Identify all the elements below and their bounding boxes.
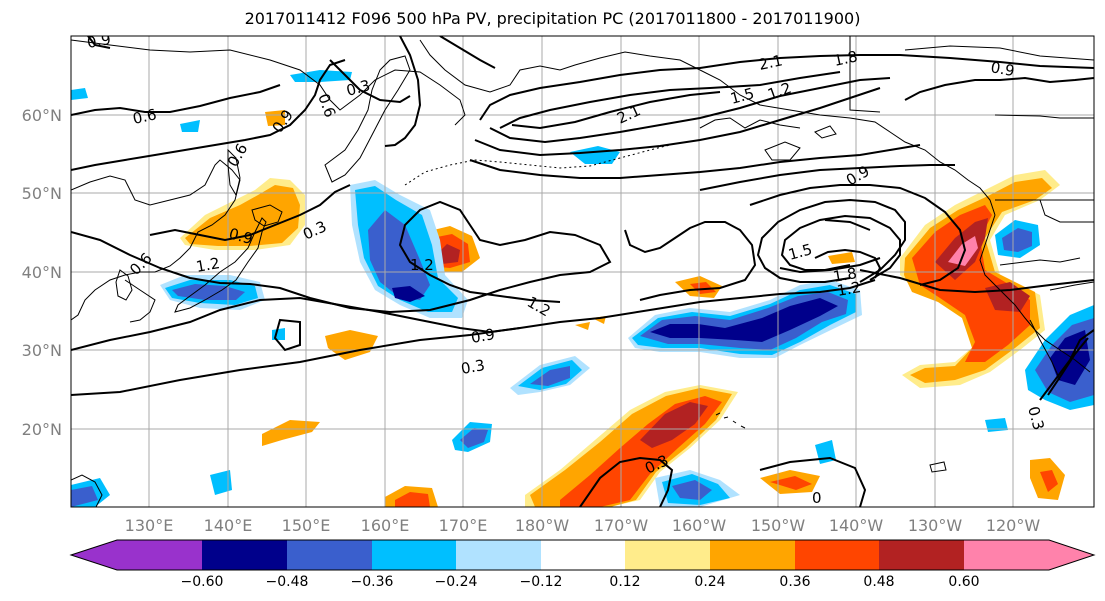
lon-label: 150°E [282, 516, 331, 535]
colorbar-swatch [71, 540, 202, 570]
lon-label: 150°W [751, 516, 806, 535]
lon-label: 170°E [439, 516, 488, 535]
colorbar-tick: 0.24 [694, 574, 725, 590]
colorbar-swatch [795, 540, 879, 570]
page-title: 2017011412 F096 500 hPa PV, precipitatio… [244, 9, 861, 28]
colorbar-swatch [372, 540, 456, 570]
contour-label: 0.3 [344, 76, 372, 100]
contour-label: 2.1 [757, 51, 784, 74]
colorbar-swatch [287, 540, 372, 570]
lon-label: 120°W [986, 516, 1041, 535]
lon-label: 160°E [361, 516, 410, 535]
contour-label: 1.2 [836, 278, 863, 300]
contour-label: 1.5 [786, 240, 814, 264]
colorbar-tick: 0.36 [779, 574, 810, 590]
contour-label: 0.6 [131, 105, 158, 128]
colorbar-swatch [202, 540, 287, 570]
contour-label: 0.9 [989, 58, 1016, 80]
colorbar-tick: 0.60 [948, 574, 979, 590]
contour-label: 0.9 [86, 30, 113, 52]
colorbar-swatch [625, 540, 710, 570]
lat-label: 20°N [22, 420, 62, 439]
pv-contours [71, 36, 1094, 507]
lon-label: 170°W [594, 516, 649, 535]
colorbar-swatch [879, 540, 964, 570]
contour-label: 0.9 [470, 325, 497, 347]
colorbar-tick: 0.12 [609, 574, 640, 590]
coastlines [71, 36, 1094, 507]
contour-label: 0.9 [227, 224, 255, 248]
longitude-labels: 130°E 140°E 150°E 160°E 170°E 180°W 170°… [125, 516, 1041, 535]
map-frame [70, 35, 1095, 508]
contour-label: 1.5 [728, 84, 756, 108]
precipitation-shading [71, 70, 1094, 507]
colorbar-tick: −0.24 [435, 574, 478, 590]
lon-label: 160°W [672, 516, 727, 535]
lon-label: 140°E [204, 516, 253, 535]
lon-label: 180°W [515, 516, 570, 535]
lon-label: 140°W [829, 516, 884, 535]
latitude-labels: 20°N 30°N 40°N 50°N 60°N [22, 106, 62, 439]
lat-label: 30°N [22, 341, 62, 360]
colorbar: −0.60 −0.48 −0.36 −0.24 −0.12 0.12 0.24 … [69, 539, 1096, 590]
contour-label: 0.3 [460, 356, 487, 378]
colorbar-tick: −0.12 [520, 574, 563, 590]
colorbar-tick: 0.48 [863, 574, 894, 590]
colorbar-tick: −0.48 [266, 574, 309, 590]
lon-label: 130°E [125, 516, 174, 535]
lat-label: 60°N [22, 106, 62, 125]
contour-label: 1.2 [195, 254, 222, 276]
contour-label: 0.3 [1024, 404, 1048, 432]
lon-label: 130°W [908, 516, 963, 535]
lat-label: 40°N [22, 263, 62, 282]
colorbar-tick: −0.36 [351, 574, 394, 590]
colorbar-swatch [456, 540, 541, 570]
colorbar-swatch [710, 540, 795, 570]
contour-label: 0 [812, 489, 822, 507]
contour-label: 1.8 [832, 264, 859, 286]
contour-label: 1.2 [410, 256, 434, 274]
colorbar-swatch [964, 540, 1094, 570]
colorbar-tick: −0.60 [181, 574, 224, 590]
lat-label: 50°N [22, 184, 62, 203]
contour-label: 1.8 [832, 47, 859, 70]
colorbar-swatch [541, 540, 625, 570]
